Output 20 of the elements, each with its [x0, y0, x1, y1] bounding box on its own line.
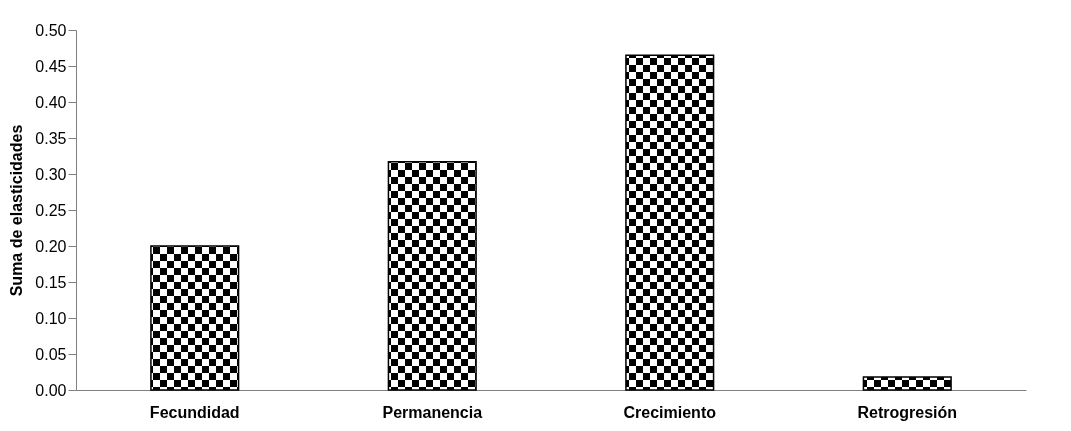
- y-tick-label: 0.00: [35, 381, 67, 399]
- x-tick-label: Fecundidad: [149, 403, 240, 421]
- x-tick-label: Retrogresión: [857, 403, 958, 421]
- y-tick-label: 0.50: [35, 21, 67, 39]
- bar: [150, 245, 240, 391]
- y-tick-label: 0.05: [35, 345, 67, 363]
- y-tick-label: 0.35: [35, 129, 67, 147]
- y-axis-title: Suma de elasticidades: [8, 124, 26, 297]
- y-tick-label: 0.15: [35, 273, 67, 291]
- y-tick-label: 0.20: [35, 237, 67, 255]
- y-tick-label: 0.40: [35, 93, 67, 111]
- bar: [625, 54, 715, 391]
- bar: [862, 376, 952, 391]
- y-tick-label: 0.45: [35, 57, 67, 75]
- x-tick-label: Permanencia: [382, 403, 483, 421]
- y-tick-label: 0.30: [35, 165, 67, 183]
- x-tick-label: Crecimiento: [623, 403, 717, 421]
- y-tick-label: 0.10: [35, 309, 67, 327]
- y-tick-label: 0.25: [35, 201, 67, 219]
- bar: [387, 161, 477, 391]
